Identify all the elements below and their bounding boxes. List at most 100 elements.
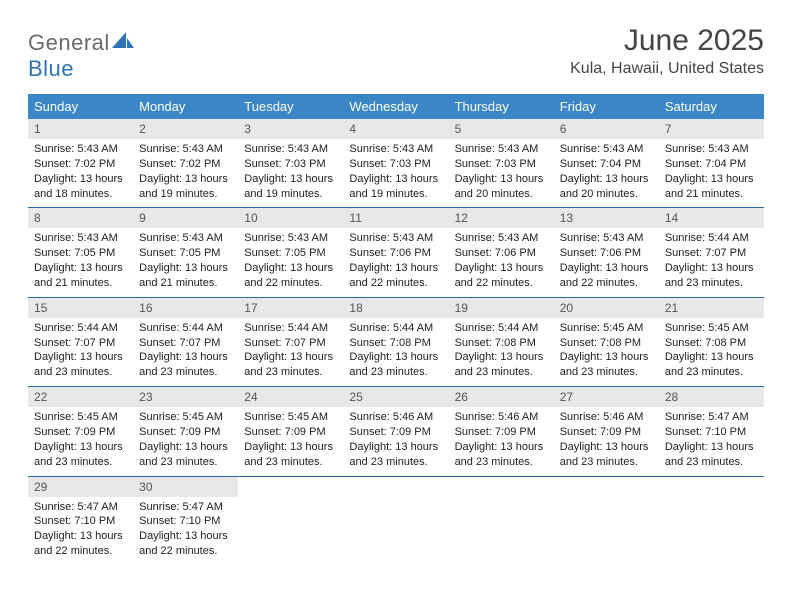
calendar-day-cell: 7Sunrise: 5:43 AMSunset: 7:04 PMDaylight… bbox=[659, 119, 764, 208]
sunset-line: Sunset: 7:09 PM bbox=[34, 425, 127, 440]
calendar-day-cell: 17Sunrise: 5:44 AMSunset: 7:07 PMDayligh… bbox=[238, 297, 343, 386]
day-details: Sunrise: 5:44 AMSunset: 7:08 PMDaylight:… bbox=[449, 318, 554, 386]
sunset-line: Sunset: 7:06 PM bbox=[560, 246, 653, 261]
calendar-day-cell: 25Sunrise: 5:46 AMSunset: 7:09 PMDayligh… bbox=[343, 387, 448, 476]
day-number: 24 bbox=[238, 387, 343, 407]
sunset-line: Sunset: 7:03 PM bbox=[244, 157, 337, 172]
day-details: Sunrise: 5:43 AMSunset: 7:02 PMDaylight:… bbox=[133, 139, 238, 207]
col-friday: Friday bbox=[554, 94, 659, 119]
sunset-line: Sunset: 7:07 PM bbox=[34, 336, 127, 351]
day-details: Sunrise: 5:47 AMSunset: 7:10 PMDaylight:… bbox=[133, 497, 238, 565]
day-number: 3 bbox=[238, 119, 343, 139]
calendar-day-cell: 15Sunrise: 5:44 AMSunset: 7:07 PMDayligh… bbox=[28, 297, 133, 386]
calendar-day-cell: 1Sunrise: 5:43 AMSunset: 7:02 PMDaylight… bbox=[28, 119, 133, 208]
sunset-line: Sunset: 7:09 PM bbox=[560, 425, 653, 440]
day-number: 7 bbox=[659, 119, 764, 139]
calendar-day-cell: 27Sunrise: 5:46 AMSunset: 7:09 PMDayligh… bbox=[554, 387, 659, 476]
sunset-line: Sunset: 7:09 PM bbox=[349, 425, 442, 440]
calendar-day-cell: 14Sunrise: 5:44 AMSunset: 7:07 PMDayligh… bbox=[659, 208, 764, 297]
day-number: 29 bbox=[28, 477, 133, 497]
day-number: 9 bbox=[133, 208, 238, 228]
sunrise-line: Sunrise: 5:43 AM bbox=[455, 142, 548, 157]
col-wednesday: Wednesday bbox=[343, 94, 448, 119]
day-details: Sunrise: 5:46 AMSunset: 7:09 PMDaylight:… bbox=[449, 407, 554, 475]
sunrise-line: Sunrise: 5:44 AM bbox=[244, 321, 337, 336]
calendar-day-cell: .. bbox=[343, 476, 448, 565]
sunset-line: Sunset: 7:08 PM bbox=[665, 336, 758, 351]
calendar-day-cell: 8Sunrise: 5:43 AMSunset: 7:05 PMDaylight… bbox=[28, 208, 133, 297]
sunrise-line: Sunrise: 5:43 AM bbox=[244, 142, 337, 157]
sunrise-line: Sunrise: 5:46 AM bbox=[560, 410, 653, 425]
daylight-line: Daylight: 13 hours and 22 minutes. bbox=[139, 529, 232, 559]
day-number: 30 bbox=[133, 477, 238, 497]
sunrise-line: Sunrise: 5:47 AM bbox=[34, 500, 127, 515]
day-details: Sunrise: 5:45 AMSunset: 7:09 PMDaylight:… bbox=[28, 407, 133, 475]
sunrise-line: Sunrise: 5:47 AM bbox=[665, 410, 758, 425]
day-number: 28 bbox=[659, 387, 764, 407]
day-details: Sunrise: 5:43 AMSunset: 7:03 PMDaylight:… bbox=[449, 139, 554, 207]
calendar-day-cell: 9Sunrise: 5:43 AMSunset: 7:05 PMDaylight… bbox=[133, 208, 238, 297]
calendar-day-cell: 18Sunrise: 5:44 AMSunset: 7:08 PMDayligh… bbox=[343, 297, 448, 386]
calendar-day-cell: 11Sunrise: 5:43 AMSunset: 7:06 PMDayligh… bbox=[343, 208, 448, 297]
day-details: Sunrise: 5:44 AMSunset: 7:07 PMDaylight:… bbox=[238, 318, 343, 386]
day-details: Sunrise: 5:43 AMSunset: 7:06 PMDaylight:… bbox=[343, 228, 448, 296]
sunset-line: Sunset: 7:05 PM bbox=[139, 246, 232, 261]
daylight-line: Daylight: 13 hours and 22 minutes. bbox=[244, 261, 337, 291]
daylight-line: Daylight: 13 hours and 23 minutes. bbox=[139, 440, 232, 470]
calendar-day-cell: 3Sunrise: 5:43 AMSunset: 7:03 PMDaylight… bbox=[238, 119, 343, 208]
calendar-day-cell: 4Sunrise: 5:43 AMSunset: 7:03 PMDaylight… bbox=[343, 119, 448, 208]
sunrise-line: Sunrise: 5:46 AM bbox=[349, 410, 442, 425]
col-sunday: Sunday bbox=[28, 94, 133, 119]
daylight-line: Daylight: 13 hours and 23 minutes. bbox=[34, 440, 127, 470]
calendar-week-row: 15Sunrise: 5:44 AMSunset: 7:07 PMDayligh… bbox=[28, 297, 764, 386]
day-details: Sunrise: 5:43 AMSunset: 7:02 PMDaylight:… bbox=[28, 139, 133, 207]
calendar-day-cell: 22Sunrise: 5:45 AMSunset: 7:09 PMDayligh… bbox=[28, 387, 133, 476]
sunset-line: Sunset: 7:08 PM bbox=[349, 336, 442, 351]
day-number: 8 bbox=[28, 208, 133, 228]
sunrise-line: Sunrise: 5:44 AM bbox=[349, 321, 442, 336]
calendar-table: Sunday Monday Tuesday Wednesday Thursday… bbox=[28, 94, 764, 565]
sunrise-line: Sunrise: 5:43 AM bbox=[34, 142, 127, 157]
daylight-line: Daylight: 13 hours and 22 minutes. bbox=[560, 261, 653, 291]
day-number: 17 bbox=[238, 298, 343, 318]
day-details: Sunrise: 5:45 AMSunset: 7:09 PMDaylight:… bbox=[133, 407, 238, 475]
month-title: June 2025 bbox=[570, 24, 764, 58]
location: Kula, Hawaii, United States bbox=[570, 60, 764, 78]
daylight-line: Daylight: 13 hours and 18 minutes. bbox=[34, 172, 127, 202]
sunset-line: Sunset: 7:07 PM bbox=[139, 336, 232, 351]
day-number: 4 bbox=[343, 119, 448, 139]
calendar-week-row: 29Sunrise: 5:47 AMSunset: 7:10 PMDayligh… bbox=[28, 476, 764, 565]
day-number: 20 bbox=[554, 298, 659, 318]
sunrise-line: Sunrise: 5:47 AM bbox=[139, 500, 232, 515]
day-details: Sunrise: 5:43 AMSunset: 7:03 PMDaylight:… bbox=[343, 139, 448, 207]
sunset-line: Sunset: 7:08 PM bbox=[560, 336, 653, 351]
day-number: 19 bbox=[449, 298, 554, 318]
daylight-line: Daylight: 13 hours and 21 minutes. bbox=[34, 261, 127, 291]
header: General Blue June 2025 Kula, Hawaii, Uni… bbox=[28, 24, 764, 82]
sunset-line: Sunset: 7:07 PM bbox=[665, 246, 758, 261]
daylight-line: Daylight: 13 hours and 23 minutes. bbox=[665, 261, 758, 291]
sunrise-line: Sunrise: 5:45 AM bbox=[560, 321, 653, 336]
sunset-line: Sunset: 7:07 PM bbox=[244, 336, 337, 351]
daylight-line: Daylight: 13 hours and 19 minutes. bbox=[244, 172, 337, 202]
sunrise-line: Sunrise: 5:44 AM bbox=[455, 321, 548, 336]
day-details: Sunrise: 5:43 AMSunset: 7:03 PMDaylight:… bbox=[238, 139, 343, 207]
day-number: 11 bbox=[343, 208, 448, 228]
daylight-line: Daylight: 13 hours and 20 minutes. bbox=[455, 172, 548, 202]
calendar-week-row: 1Sunrise: 5:43 AMSunset: 7:02 PMDaylight… bbox=[28, 119, 764, 208]
title-block: June 2025 Kula, Hawaii, United States bbox=[570, 24, 764, 78]
col-saturday: Saturday bbox=[659, 94, 764, 119]
calendar-day-cell: 23Sunrise: 5:45 AMSunset: 7:09 PMDayligh… bbox=[133, 387, 238, 476]
sunrise-line: Sunrise: 5:43 AM bbox=[349, 142, 442, 157]
day-number: 26 bbox=[449, 387, 554, 407]
day-number: 21 bbox=[659, 298, 764, 318]
sunrise-line: Sunrise: 5:43 AM bbox=[560, 231, 653, 246]
sunrise-line: Sunrise: 5:43 AM bbox=[139, 142, 232, 157]
day-details: Sunrise: 5:45 AMSunset: 7:08 PMDaylight:… bbox=[554, 318, 659, 386]
daylight-line: Daylight: 13 hours and 23 minutes. bbox=[34, 350, 127, 380]
sunset-line: Sunset: 7:10 PM bbox=[139, 514, 232, 529]
calendar-day-cell: 6Sunrise: 5:43 AMSunset: 7:04 PMDaylight… bbox=[554, 119, 659, 208]
daylight-line: Daylight: 13 hours and 23 minutes. bbox=[139, 350, 232, 380]
daylight-line: Daylight: 13 hours and 23 minutes. bbox=[665, 440, 758, 470]
daylight-line: Daylight: 13 hours and 23 minutes. bbox=[349, 440, 442, 470]
